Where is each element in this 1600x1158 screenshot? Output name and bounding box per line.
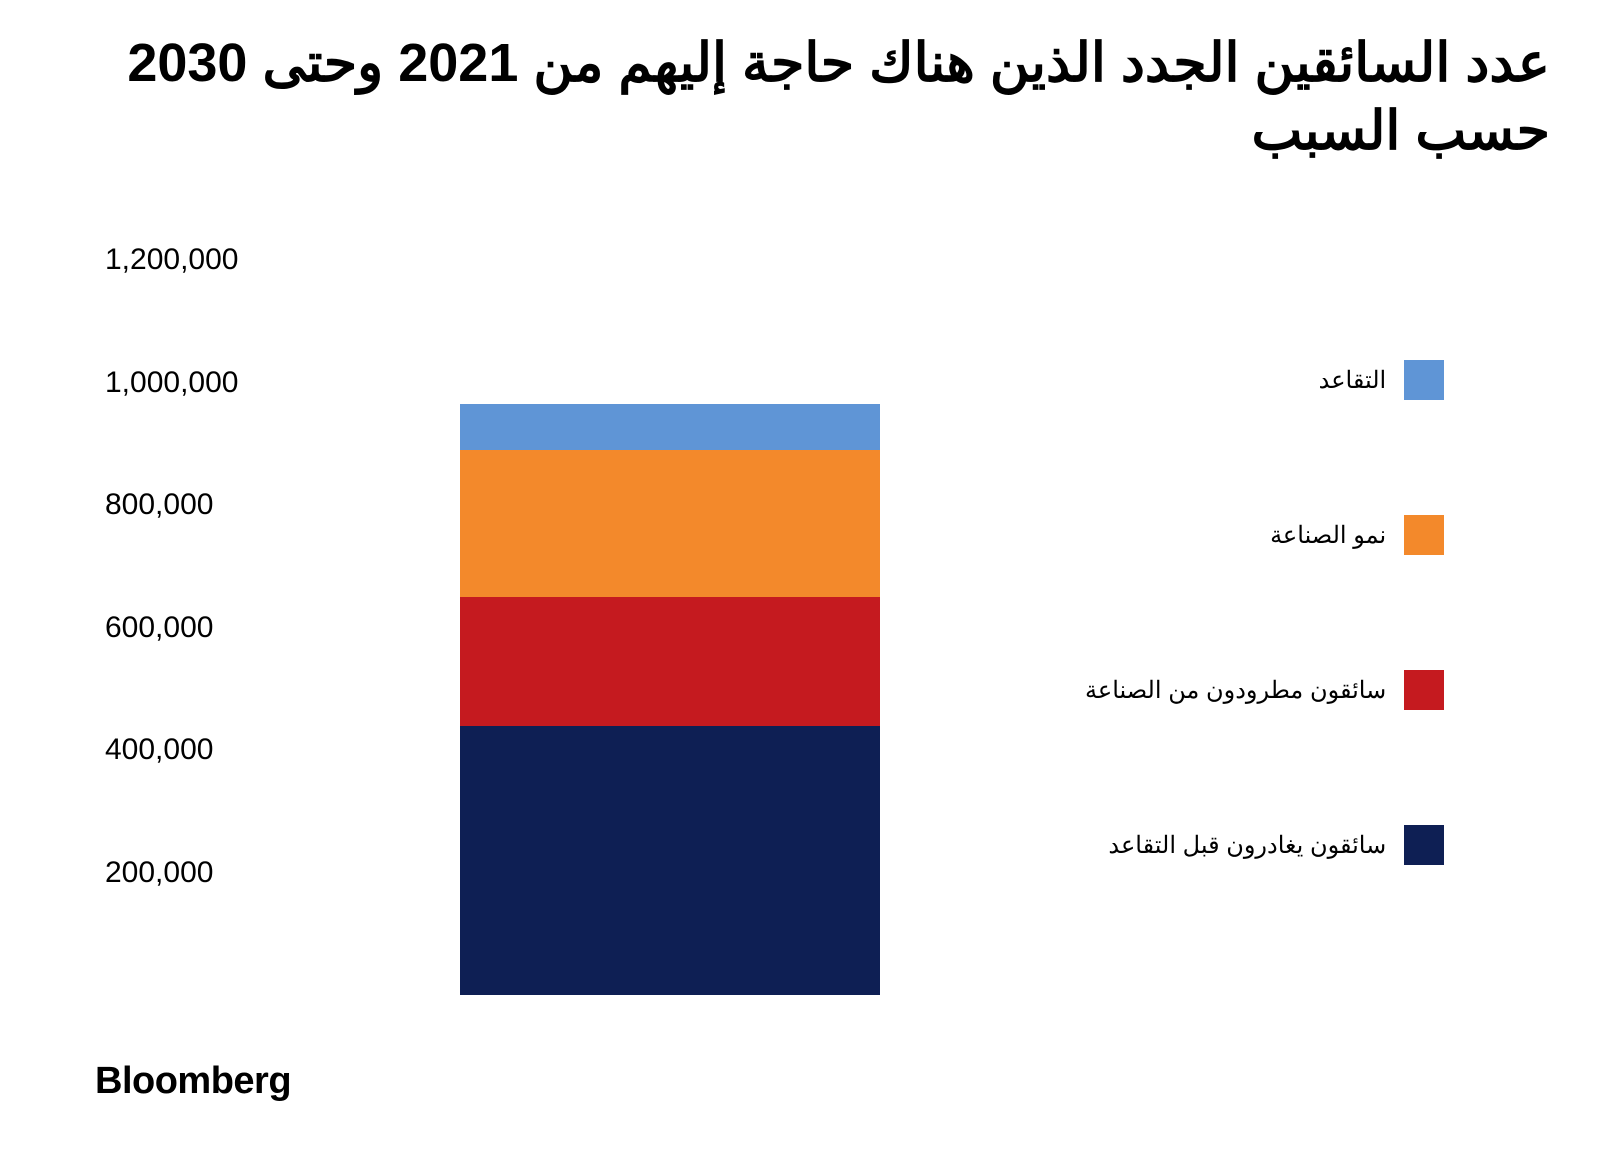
legend-label-retirement: التقاعد	[1319, 366, 1387, 395]
y-tick-label: 200,000	[105, 856, 295, 890]
y-axis: 200,000400,000600,000800,0001,000,0001,2…	[105, 260, 305, 995]
y-tick-label: 800,000	[105, 488, 295, 522]
legend-swatch-retirement	[1404, 360, 1444, 400]
bar-segment-leave-before-retire	[460, 726, 880, 996]
bar-segment-industry-growth	[460, 450, 880, 597]
legend-swatch-fired	[1404, 670, 1444, 710]
y-tick-label: 400,000	[105, 733, 295, 767]
y-tick-label: 600,000	[105, 611, 295, 645]
bar-segment-retirement	[460, 404, 880, 450]
legend: التقاعد نمو الصناعة سائقون مطرودون من الصن…	[1085, 360, 1444, 865]
bar-segment-fired	[460, 597, 880, 726]
y-tick-label: 1,200,000	[105, 243, 295, 277]
brand-logo: Bloomberg	[95, 1060, 291, 1103]
legend-label-industry-growth: نمو الصناعة	[1270, 521, 1386, 550]
legend-item-leave-before-retire: سائقون يغادرون قبل التقاعد	[1085, 825, 1444, 865]
legend-label-leave-before-retire: سائقون يغادرون قبل التقاعد	[1108, 831, 1386, 860]
chart-area: 200,000400,000600,000800,0001,000,0001,2…	[105, 260, 1505, 995]
stacked-bar	[460, 260, 880, 995]
legend-swatch-leave-before-retire	[1404, 825, 1444, 865]
legend-item-fired: سائقون مطرودون من الصناعة	[1085, 670, 1444, 710]
y-tick-label: 1,000,000	[105, 366, 295, 400]
legend-item-industry-growth: نمو الصناعة	[1085, 515, 1444, 555]
legend-item-retirement: التقاعد	[1085, 360, 1444, 400]
chart-title: عدد السائقين الجدد الذين هناك حاجة إليهم…	[50, 30, 1550, 165]
legend-swatch-industry-growth	[1404, 515, 1444, 555]
legend-label-fired: سائقون مطرودون من الصناعة	[1085, 676, 1386, 705]
